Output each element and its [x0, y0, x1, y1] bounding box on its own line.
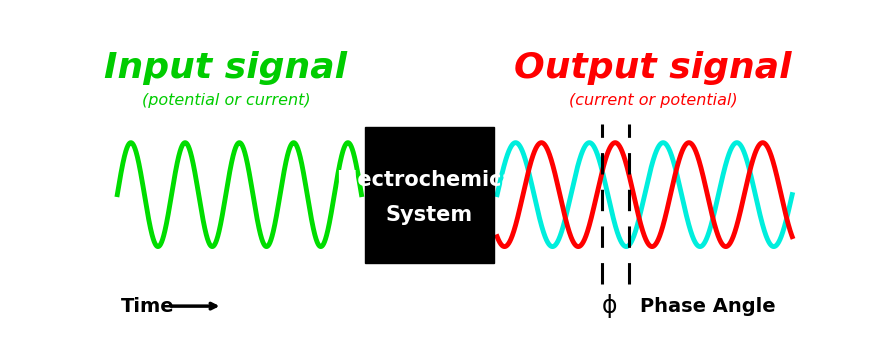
Text: (potential or current): (potential or current) [141, 93, 310, 108]
Bar [365, 127, 494, 263]
Text: ϕ: ϕ [601, 294, 617, 318]
Text: Input signal: Input signal [104, 51, 347, 85]
Text: Output signal: Output signal [514, 51, 792, 85]
Text: System: System [385, 205, 473, 226]
Text: Time: Time [121, 296, 174, 316]
Text: Phase Angle: Phase Angle [640, 296, 775, 316]
Text: Electrochemical: Electrochemical [336, 171, 522, 190]
Text: (current or potential): (current or potential) [568, 93, 737, 108]
